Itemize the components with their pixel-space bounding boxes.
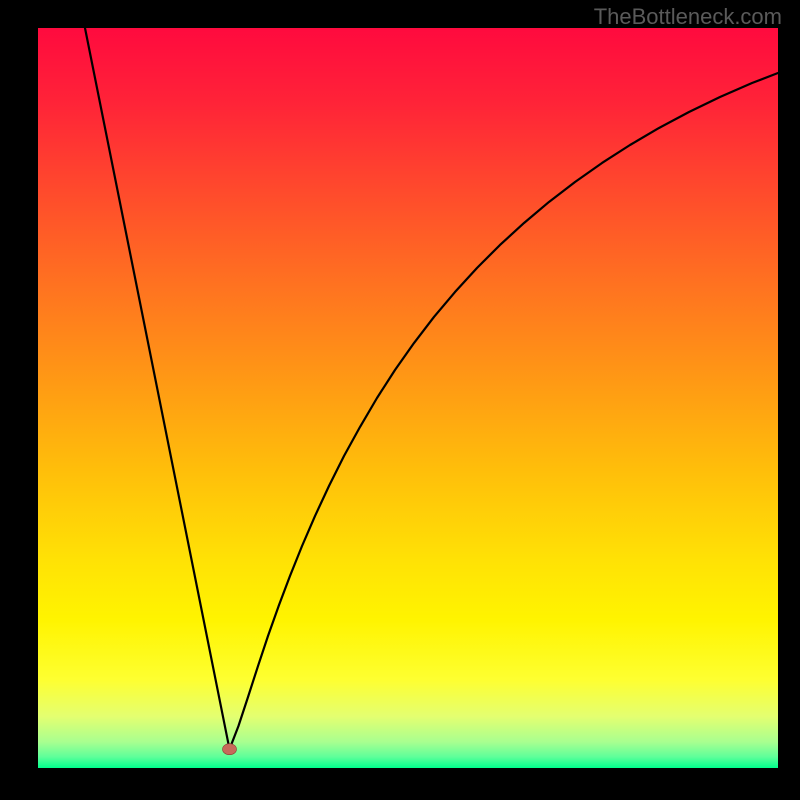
plot-frame [38,28,778,768]
curve-left-branch [85,28,230,749]
curve-right-branch [230,73,778,749]
curve-svg [38,28,778,768]
minimum-marker [223,744,237,755]
watermark-text: TheBottleneck.com [594,4,782,30]
root-container: TheBottleneck.com [0,0,800,800]
